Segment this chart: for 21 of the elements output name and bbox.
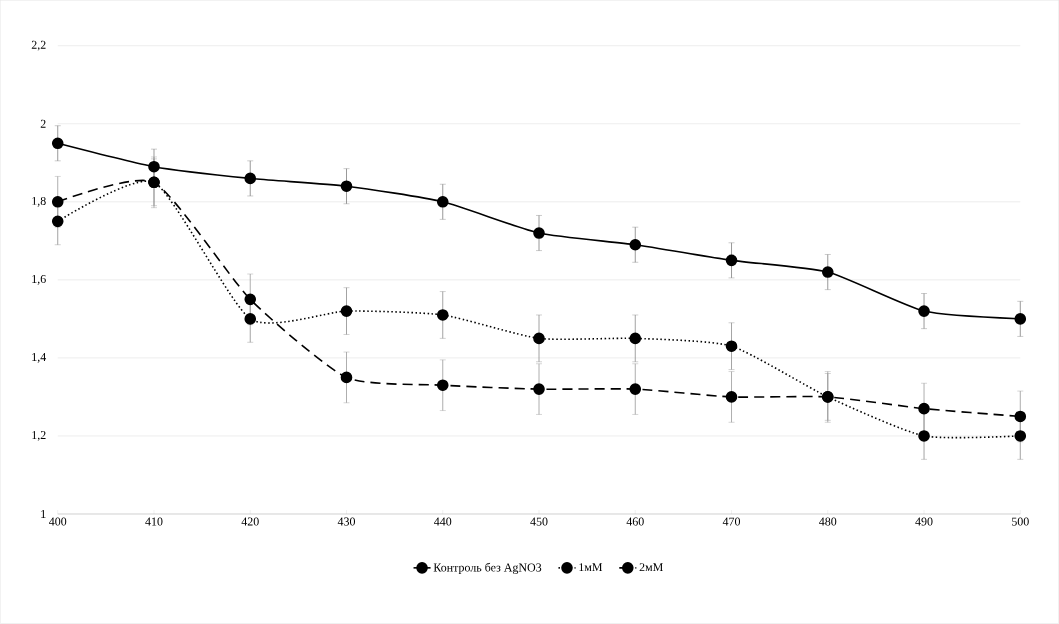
legend-label: 1мМ — [579, 563, 603, 572]
x-tick-label: 480 — [819, 517, 837, 526]
y-tick-label: 1,6 — [32, 275, 46, 285]
x-tick-label: 450 — [530, 517, 548, 526]
x-tick-label: 410 — [145, 517, 163, 526]
legend-label: 2мМ — [639, 563, 663, 572]
y-tick-label: 2 — [40, 119, 46, 128]
y-tick-label: 1 — [41, 510, 46, 519]
x-tick-label: 470 — [722, 517, 741, 526]
x-tick-label: 500 — [1012, 517, 1029, 526]
y-tick-label: 1,2 — [32, 431, 46, 441]
x-tick-label: 490 — [915, 517, 933, 526]
x-tick-label: 420 — [241, 517, 259, 526]
x-tick-label: 460 — [626, 517, 644, 526]
y-tick-label: 2,2 — [31, 40, 46, 51]
legend-label: Контроль без AgNO3 — [433, 562, 542, 575]
x-tick-label: 430 — [337, 517, 356, 526]
y-tick-label: 1,8 — [32, 197, 46, 207]
x-tick-label: 440 — [434, 517, 452, 526]
x-tick-label: 400 — [49, 517, 67, 526]
y-tick-label: 1,4 — [32, 353, 47, 363]
